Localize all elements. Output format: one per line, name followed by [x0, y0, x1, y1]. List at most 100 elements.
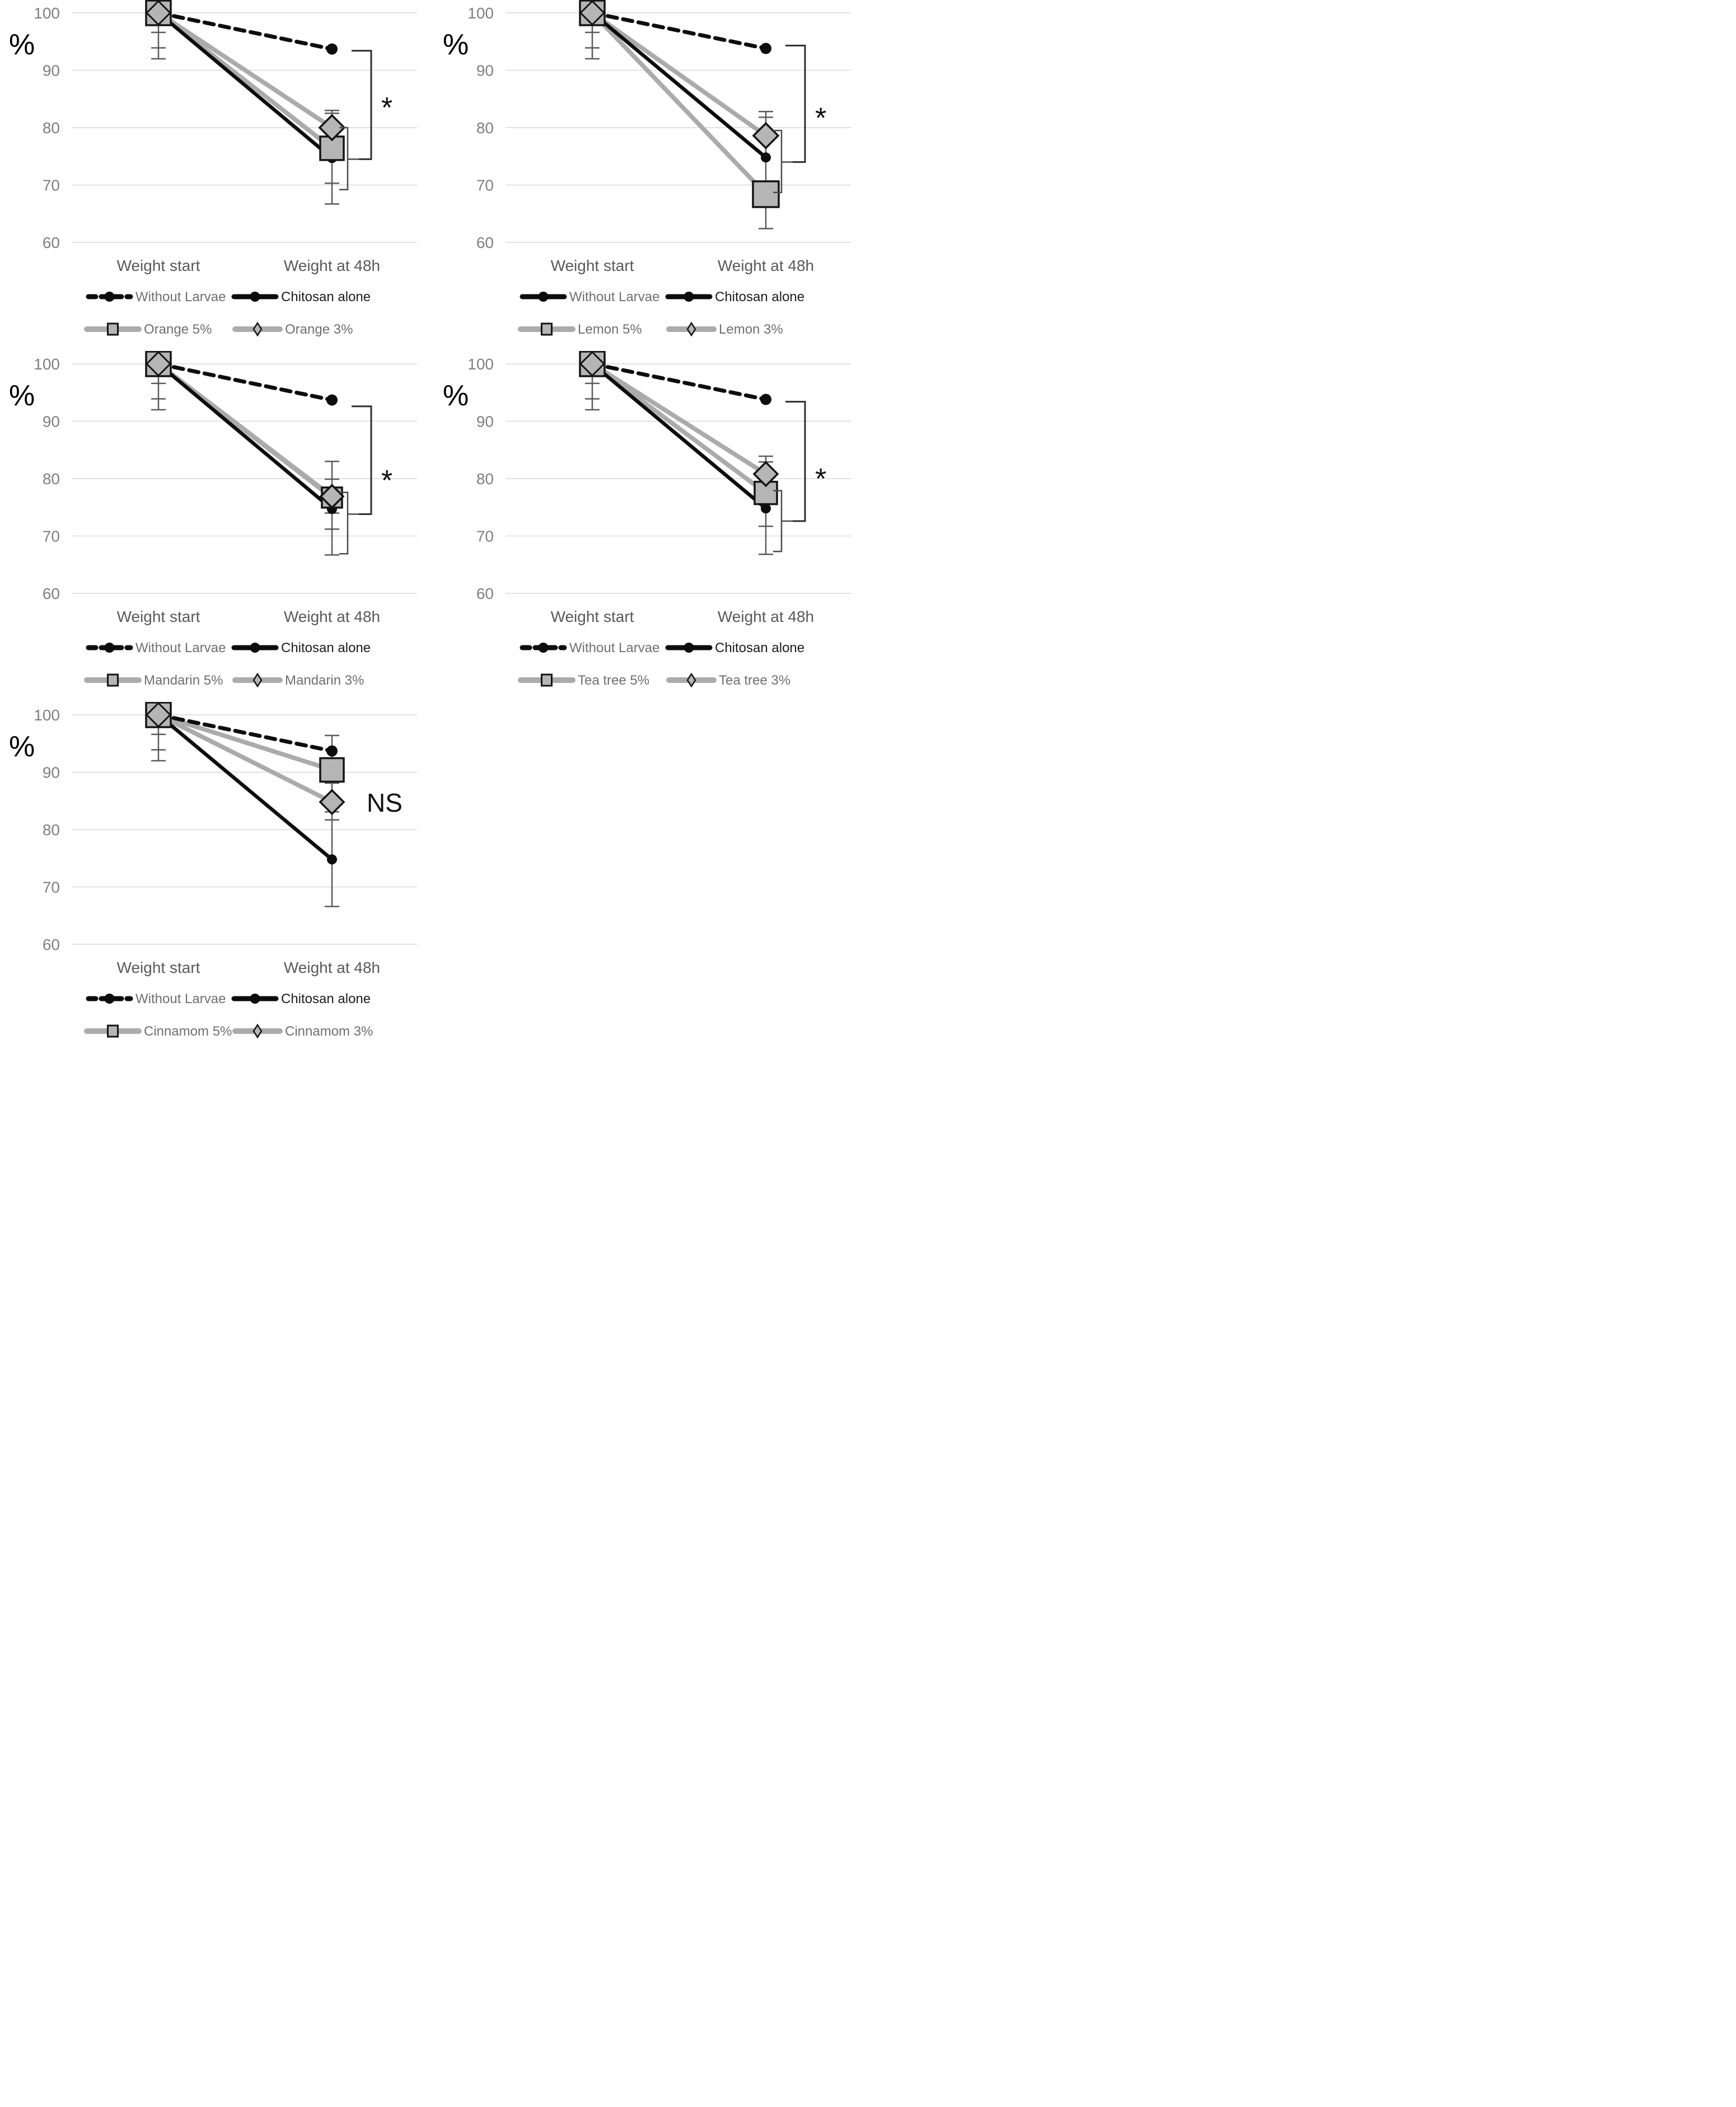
legend-label-tea-tree-3: Tea tree 3% — [719, 673, 790, 688]
series-line-without-larvae — [156, 713, 334, 753]
legend-marker-circle — [250, 292, 260, 302]
legend-item-lemon-3: Lemon 3% — [666, 321, 783, 337]
significance-asterisk-label: * — [381, 465, 392, 497]
x-category-label-weight-at-48h: Weight at 48h — [284, 257, 380, 274]
series-line-chitosan-alone — [590, 11, 768, 160]
y-tick-label-100: 100 — [34, 4, 60, 22]
marker-48h-orange-3 — [318, 114, 346, 142]
y-tick-label-60: 60 — [43, 585, 60, 602]
series-line-chitosan-alone — [156, 362, 334, 511]
marker-48h-without-larvae — [326, 43, 338, 55]
chart-panel-lemon: 100 90 80 70 60% Weight start Weight at 48h * Wi… — [434, 0, 868, 351]
legend-item-lemon-5: Lemon 5% — [518, 322, 642, 337]
marker-start-diamond — [145, 0, 172, 26]
legend-marker-diamond — [686, 321, 696, 337]
legend-item-without-larvae: Without Larvae — [86, 640, 226, 655]
chart-panel-tea-tree: 100 90 80 70 60% Weight start Weight at 48h * Wi… — [434, 351, 868, 702]
legend-label-lemon-3: Lemon 3% — [719, 322, 783, 337]
legend-label-without-larvae: Without Larvae — [569, 289, 659, 305]
legend-item-without-larvae: Without Larvae — [520, 640, 659, 655]
y-tick-label-90: 90 — [476, 413, 494, 430]
y-axis-unit-label: % — [9, 29, 35, 61]
significance-outer-bracket — [352, 50, 372, 160]
marker-48h-without-larvae — [760, 43, 771, 54]
marker-48h-lemon-3 — [752, 121, 780, 149]
y-tick-label-80: 80 — [43, 821, 60, 839]
legend-label-orange-3: Orange 3% — [285, 322, 353, 337]
legend-label-chitosan-alone: Chitosan alone — [281, 289, 371, 305]
legend-label-without-larvae: Without Larvae — [135, 289, 226, 305]
marker-start-diamond — [145, 351, 172, 377]
marker-start-diamond — [579, 0, 606, 26]
marker-48h-chitosan-alone — [327, 854, 337, 865]
y-axis-unit-label: % — [9, 731, 35, 763]
legend-label-chitosan-alone: Chitosan alone — [715, 289, 804, 305]
marker-start-diamond — [579, 351, 606, 377]
x-category-label-weight-start: Weight start — [117, 257, 200, 274]
y-tick-label-60: 60 — [43, 234, 60, 251]
legend-item-chitosan-alone: Chitosan alone — [231, 640, 371, 655]
legend-label-cinnamom-3: Cinnamom 3% — [285, 1024, 373, 1039]
marker-48h-chitosan-alone — [761, 503, 771, 514]
y-tick-label-60: 60 — [476, 234, 494, 251]
legend-marker-circle — [104, 292, 115, 302]
chart-svg-tea-tree: 100 90 80 70 60% Weight start Weight at 48h * Wi… — [443, 351, 851, 688]
chart-panel-mandarin: 100 90 80 70 60% Weight start Weight at 48h * Wi… — [0, 351, 434, 702]
series-line-tea-tree-3 — [590, 362, 768, 476]
legend-marker-square — [541, 673, 553, 687]
legend-marker-circle — [538, 292, 549, 302]
x-category-label-weight-start: Weight start — [551, 608, 634, 625]
series-line-cinnamom-5 — [156, 713, 334, 772]
significance-outer-bracket — [785, 401, 806, 522]
y-tick-label-100: 100 — [467, 355, 494, 373]
y-tick-label-80: 80 — [476, 119, 494, 137]
significance-ns-label: NS — [367, 788, 403, 817]
series-line-without-larvae — [156, 362, 334, 402]
significance-asterisk-label: * — [815, 463, 826, 495]
legend-item-without-larvae: Without Larvae — [520, 289, 659, 305]
series-line-chitosan-alone — [590, 362, 768, 511]
x-category-label-weight-at-48h: Weight at 48h — [718, 608, 814, 625]
marker-48h-tea-tree-3 — [752, 461, 779, 488]
legend-marker-diamond — [252, 672, 263, 688]
legend-label-chitosan-alone: Chitosan alone — [715, 640, 804, 655]
series-line-without-larvae — [156, 11, 334, 51]
legend-marker-circle — [250, 643, 260, 653]
y-axis-unit-label: % — [443, 380, 469, 412]
marker-48h-cinnamom-5 — [319, 757, 345, 783]
legend-label-lemon-5: Lemon 5% — [578, 322, 642, 337]
legend-label-chitosan-alone: Chitosan alone — [281, 991, 371, 1006]
series-line-orange-3 — [156, 11, 334, 130]
marker-48h-without-larvae — [326, 394, 338, 406]
y-axis-unit-label: % — [9, 380, 35, 412]
legend-marker-circle — [684, 292, 694, 302]
series-line-without-larvae — [590, 11, 768, 51]
legend-label-chitosan-alone: Chitosan alone — [281, 640, 371, 655]
legend-marker-circle — [250, 994, 260, 1004]
significance-outer-bracket — [785, 44, 806, 163]
series-line-without-larvae — [590, 362, 768, 402]
legend-item-chitosan-alone: Chitosan alone — [665, 289, 804, 305]
y-axis-unit-label: % — [443, 29, 469, 61]
legend-item-mandarin-3: Mandarin 3% — [232, 672, 364, 688]
y-tick-label-70: 70 — [43, 528, 60, 545]
legend-marker-circle — [538, 643, 549, 653]
y-tick-label-100: 100 — [34, 355, 60, 373]
x-category-label-weight-start: Weight start — [551, 257, 634, 274]
y-tick-label-60: 60 — [476, 585, 494, 602]
series-line-chitosan-alone — [156, 11, 334, 160]
legend-marker-square — [107, 322, 119, 336]
legend-item-chitosan-alone: Chitosan alone — [231, 289, 371, 305]
legend-label-orange-5: Orange 5% — [144, 322, 212, 337]
y-tick-label-90: 90 — [476, 62, 494, 79]
legend-item-orange-3: Orange 3% — [232, 321, 353, 337]
legend-item-tea-tree-5: Tea tree 5% — [518, 673, 649, 688]
significance-outer-bracket — [352, 405, 372, 516]
chart-svg-orange: 100 90 80 70 60% Weight start Weight at 48h * Wi… — [9, 0, 417, 337]
marker-48h-lemon-5 — [752, 180, 780, 208]
legend-marker-diamond — [252, 321, 263, 337]
legend-label-cinnamom-5: Cinnamom 5% — [144, 1024, 232, 1039]
x-category-label-weight-at-48h: Weight at 48h — [284, 959, 380, 976]
chart-svg-lemon: 100 90 80 70 60% Weight start Weight at 48h * Wi… — [443, 0, 851, 337]
legend-item-chitosan-alone: Chitosan alone — [231, 991, 371, 1006]
